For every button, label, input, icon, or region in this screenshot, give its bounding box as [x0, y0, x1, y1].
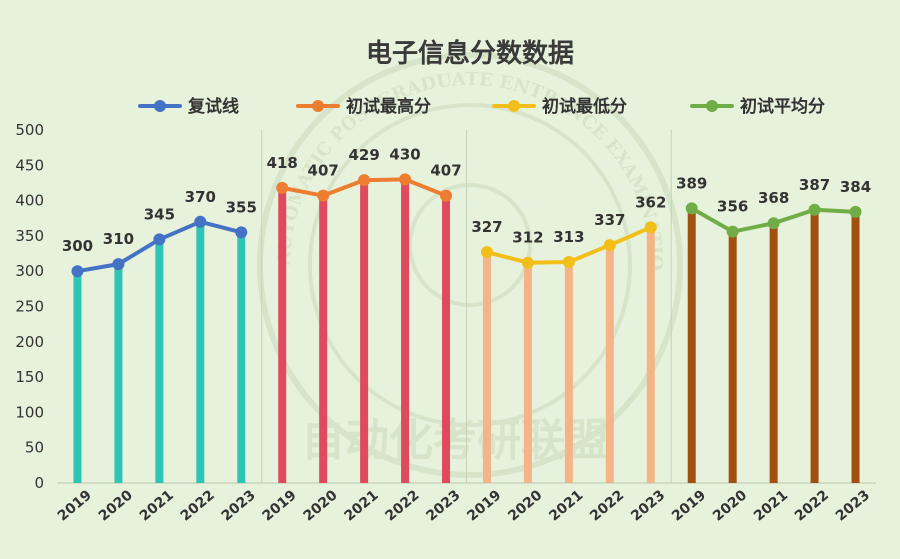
bar [482, 252, 491, 483]
data-label: 355 [226, 198, 257, 216]
data-point [440, 189, 453, 202]
data-point [562, 256, 575, 269]
bar [155, 239, 164, 483]
data-point [235, 226, 248, 239]
data-point [603, 239, 616, 252]
watermark-chinese-text: 自动化考研联盟 [301, 415, 609, 466]
bar [605, 245, 614, 483]
legend-label: 复试线 [187, 96, 239, 117]
watermark-outer-ring [257, 52, 683, 478]
data-label: 300 [62, 237, 93, 255]
data-label: 356 [717, 198, 748, 216]
data-point [849, 205, 862, 218]
bar [401, 179, 410, 484]
bar [73, 271, 82, 483]
y-tick-label: 350 [15, 227, 44, 245]
series-points [71, 173, 862, 278]
watermark-inner-ring [308, 103, 632, 427]
legend-item: 复试线 [138, 96, 239, 117]
chart-title: 电子信息分数数据 [366, 38, 574, 69]
y-tick-label: 450 [15, 156, 44, 174]
y-tick-label: 50 [25, 439, 44, 457]
data-label: 313 [553, 228, 584, 246]
y-tick-label: 500 [15, 121, 44, 139]
data-label: 362 [635, 193, 666, 211]
data-point [153, 233, 166, 246]
y-tick-label: 200 [15, 333, 44, 351]
data-point [194, 215, 207, 228]
bar [687, 208, 696, 483]
bar [523, 262, 532, 483]
group-separators [261, 130, 672, 483]
bar [237, 232, 246, 483]
data-label: 407 [308, 162, 339, 180]
data-label: 370 [185, 188, 216, 206]
y-tick-label: 100 [15, 403, 44, 421]
data-point [808, 203, 821, 216]
legend: 复试线 初试最高分 初试最低分 初试平均分 [138, 96, 825, 117]
bar [442, 195, 451, 483]
data-label: 429 [348, 146, 379, 164]
data-point [399, 173, 412, 186]
watermark-center-flower [408, 183, 532, 307]
bar [646, 227, 655, 483]
data-point [726, 225, 739, 238]
y-tick-label: 300 [15, 262, 44, 280]
bar [360, 180, 369, 483]
data-point [767, 217, 780, 230]
data-label: 430 [389, 145, 420, 163]
y-tick-label: 250 [15, 298, 44, 316]
data-label: 345 [144, 205, 175, 223]
data-point [480, 246, 493, 259]
data-label: 312 [512, 229, 543, 247]
y-axis: 0 50 100 150 200 250 300 350 400 450 500 [15, 121, 876, 492]
data-label: 389 [676, 174, 707, 192]
data-label: 310 [103, 230, 134, 248]
bar [114, 264, 123, 483]
bar [319, 195, 328, 483]
data-point [644, 221, 657, 234]
data-point [317, 189, 330, 202]
data-point [685, 202, 698, 215]
bar [564, 262, 573, 483]
legend-item: 初试最低分 [492, 96, 627, 117]
data-point [276, 181, 289, 194]
data-label: 327 [471, 218, 502, 236]
data-point [71, 265, 84, 278]
legend-item: 初试最高分 [296, 96, 431, 117]
data-label: 337 [594, 211, 625, 229]
legend-item: 初试平均分 [690, 96, 825, 117]
legend-label: 初试平均分 [740, 96, 825, 117]
legend-marker [706, 100, 718, 112]
data-label: 368 [758, 189, 789, 207]
legend-marker [508, 100, 520, 112]
bar [196, 221, 205, 483]
data-point [112, 258, 125, 271]
y-tick-label: 0 [34, 474, 44, 492]
bar [810, 209, 819, 483]
data-label: 418 [267, 154, 298, 172]
bar [278, 187, 287, 483]
bar [769, 223, 778, 483]
legend-marker [154, 100, 166, 112]
data-point [521, 256, 534, 269]
legend-label: 初试最低分 [542, 96, 627, 117]
data-point [358, 174, 371, 187]
bar [851, 211, 860, 483]
y-tick-label: 150 [15, 368, 44, 386]
bar [728, 231, 737, 483]
data-label: 387 [799, 176, 830, 194]
data-label: 407 [430, 162, 461, 180]
legend-marker [312, 100, 324, 112]
bars [73, 179, 860, 484]
y-tick-label: 400 [15, 192, 44, 210]
legend-label: 初试最高分 [346, 96, 431, 117]
data-labels: 300 310 345 370 355 418 407 429 430 407 327 312 313 3… [62, 145, 871, 255]
data-label: 384 [840, 178, 871, 196]
